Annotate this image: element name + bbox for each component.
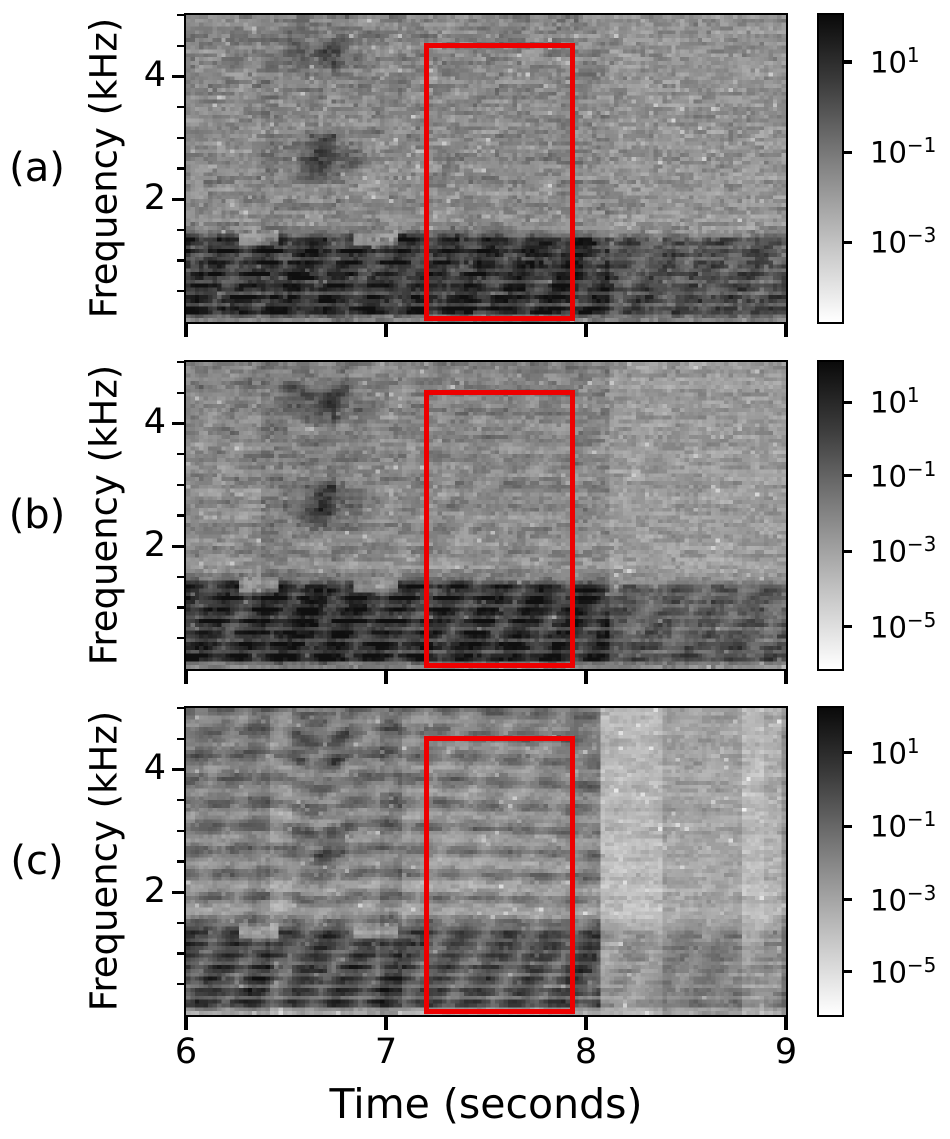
highlight-box-a bbox=[423, 43, 575, 321]
y-minor-tick bbox=[177, 706, 186, 710]
spectrogram-panel-b bbox=[184, 360, 788, 671]
colorbar-tick bbox=[842, 240, 852, 245]
panel-label-c: (c) bbox=[10, 838, 64, 884]
colorbar-c bbox=[817, 706, 844, 1017]
x-axis-label: Time (seconds) bbox=[329, 1080, 643, 1128]
y-minor-tick bbox=[177, 391, 186, 394]
y-tick-label: 4 bbox=[143, 55, 166, 96]
y-minor-tick bbox=[177, 290, 186, 293]
y-minor-tick bbox=[177, 737, 186, 740]
y-major-tick bbox=[172, 421, 186, 426]
x-tick bbox=[584, 1017, 588, 1030]
y-minor-tick bbox=[177, 167, 186, 170]
y-major-tick bbox=[172, 74, 186, 79]
y-minor-tick bbox=[177, 483, 186, 486]
x-tick bbox=[184, 324, 188, 337]
x-tick bbox=[184, 671, 188, 684]
y-minor-tick bbox=[177, 44, 186, 47]
x-tick bbox=[384, 1017, 388, 1030]
highlight-box-b bbox=[423, 390, 575, 668]
colorbar-tick bbox=[842, 473, 852, 478]
colorbar-tick bbox=[842, 824, 852, 828]
y-minor-tick bbox=[177, 136, 186, 139]
colorbar-a bbox=[817, 13, 844, 324]
y-minor-tick bbox=[177, 13, 186, 17]
spectrogram-canvas-b bbox=[186, 362, 786, 669]
y-minor-tick bbox=[177, 259, 186, 262]
y-tick-label: 4 bbox=[143, 402, 166, 443]
y-minor-tick bbox=[177, 228, 186, 232]
colorbar-tick bbox=[842, 60, 852, 64]
panel-label-a: (a) bbox=[9, 145, 65, 191]
y-minor-tick bbox=[177, 860, 186, 863]
spectrogram-panel-c bbox=[184, 706, 788, 1017]
panel-label-b: (b) bbox=[8, 492, 66, 538]
y-minor-tick bbox=[177, 637, 186, 640]
y-minor-tick bbox=[177, 921, 186, 925]
y-tick-label: 2 bbox=[143, 525, 166, 566]
colorbar-tick bbox=[842, 400, 852, 404]
x-tick-label-9: 9 bbox=[774, 1032, 798, 1072]
colorbar-tick-label: 10−1 bbox=[870, 133, 937, 170]
y-minor-tick bbox=[177, 360, 186, 364]
colorbar-b bbox=[817, 360, 844, 671]
colorbar-tick bbox=[842, 970, 852, 974]
colorbar-tick bbox=[842, 750, 852, 755]
x-tick bbox=[184, 1017, 188, 1030]
y-major-tick bbox=[172, 544, 186, 548]
colorbar-tick-label: 101 bbox=[870, 733, 920, 771]
colorbar-tick-label: 10−1 bbox=[870, 807, 937, 844]
x-tick-label-8: 8 bbox=[574, 1032, 598, 1072]
colorbar-tick bbox=[842, 549, 852, 553]
colorbar-tick-label: 10−5 bbox=[870, 952, 937, 990]
x-tick bbox=[584, 324, 588, 337]
colorbar-tick bbox=[842, 625, 852, 629]
x-tick bbox=[384, 324, 388, 337]
x-tick bbox=[584, 671, 588, 684]
y-tick-label: 2 bbox=[143, 871, 166, 912]
x-tick bbox=[784, 671, 788, 684]
spectrogram-canvas-a bbox=[186, 15, 786, 322]
y-minor-tick bbox=[177, 798, 186, 802]
x-tick bbox=[384, 671, 388, 684]
y-minor-tick bbox=[177, 829, 186, 832]
x-tick bbox=[784, 1017, 788, 1030]
colorbar-tick-label: 10−3 bbox=[870, 880, 937, 918]
y-minor-tick bbox=[177, 514, 186, 517]
spectrogram-canvas-c bbox=[186, 708, 786, 1015]
colorbar-tick-label: 10−1 bbox=[870, 456, 937, 494]
y-minor-tick bbox=[177, 575, 186, 579]
y-minor-tick bbox=[177, 983, 186, 986]
colorbar-tick-label: 101 bbox=[870, 383, 920, 420]
highlight-box-c bbox=[423, 736, 575, 1014]
x-tick-label-7: 7 bbox=[374, 1032, 398, 1072]
colorbar-tick bbox=[842, 150, 852, 154]
colorbar-tick-label: 101 bbox=[870, 42, 920, 80]
y-tick-label: 2 bbox=[143, 178, 166, 219]
colorbar-tick-label: 10−3 bbox=[870, 532, 937, 569]
y-minor-tick bbox=[177, 105, 186, 109]
x-tick bbox=[784, 324, 788, 337]
x-tick-label-6: 6 bbox=[174, 1032, 198, 1072]
colorbar-tick-label: 10−5 bbox=[870, 607, 937, 645]
y-major-tick bbox=[172, 890, 186, 894]
colorbar-tick-label: 10−3 bbox=[870, 223, 937, 261]
y-minor-tick bbox=[177, 952, 186, 955]
y-minor-tick bbox=[177, 606, 186, 609]
y-tick-label: 4 bbox=[143, 748, 166, 789]
spectrogram-panel-a bbox=[184, 13, 788, 324]
y-minor-tick bbox=[177, 452, 186, 456]
y-major-tick bbox=[172, 197, 186, 201]
colorbar-tick bbox=[842, 898, 852, 902]
y-major-tick bbox=[172, 767, 186, 772]
